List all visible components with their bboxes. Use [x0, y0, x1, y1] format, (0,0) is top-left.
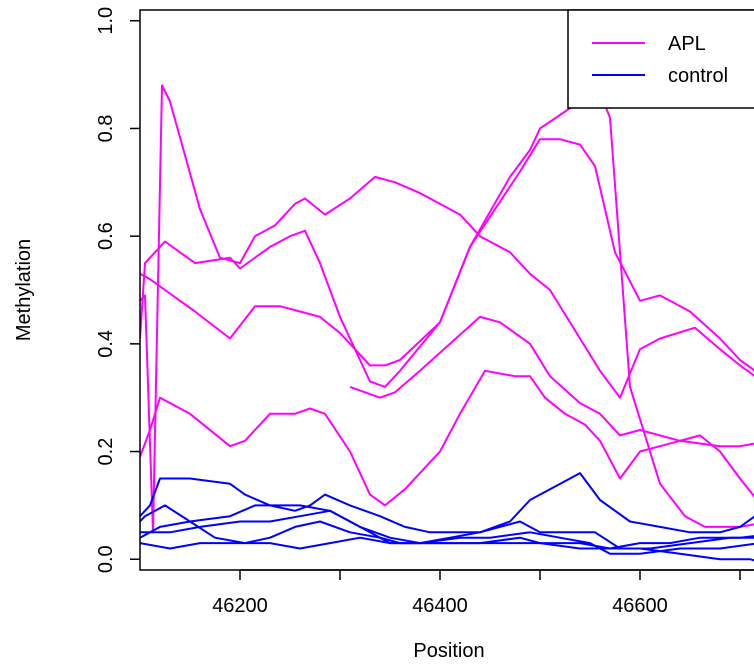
legend-label-control: control: [668, 65, 728, 87]
x-axis-title: Position: [413, 640, 484, 662]
series-line-apl-1: [140, 138, 754, 372]
series-line-apl-2: [140, 84, 754, 534]
y-tick-label: 1.0: [95, 7, 117, 35]
axis-layer: 46200 46400 46600 0.0 0.2 0.4 0.6 0.8 1.0: [95, 7, 754, 617]
y-tick-label: 0.4: [95, 330, 117, 358]
y-tick-label: 0.2: [95, 438, 117, 466]
series-line-apl-4: [349, 315, 754, 448]
legend-label-apl: APL: [668, 33, 706, 55]
x-tick-label: 46600: [612, 595, 668, 617]
series-layer: [140, 79, 754, 562]
x-tick-label: 46400: [412, 595, 468, 617]
y-tick-label: 0.0: [95, 545, 117, 573]
series-line-control-5: [140, 472, 754, 534]
series-line-apl-3: [140, 369, 754, 507]
y-axis-title: Methylation: [13, 239, 35, 341]
x-tick-label: 46200: [212, 595, 268, 617]
y-tick-label: 0.6: [95, 222, 117, 250]
y-tick-label: 0.8: [95, 115, 117, 143]
series-line-control-8: [140, 531, 754, 555]
legend-box: [567, 9, 754, 109]
legend: APL control: [567, 9, 754, 109]
series-line-control-9: [140, 509, 754, 562]
